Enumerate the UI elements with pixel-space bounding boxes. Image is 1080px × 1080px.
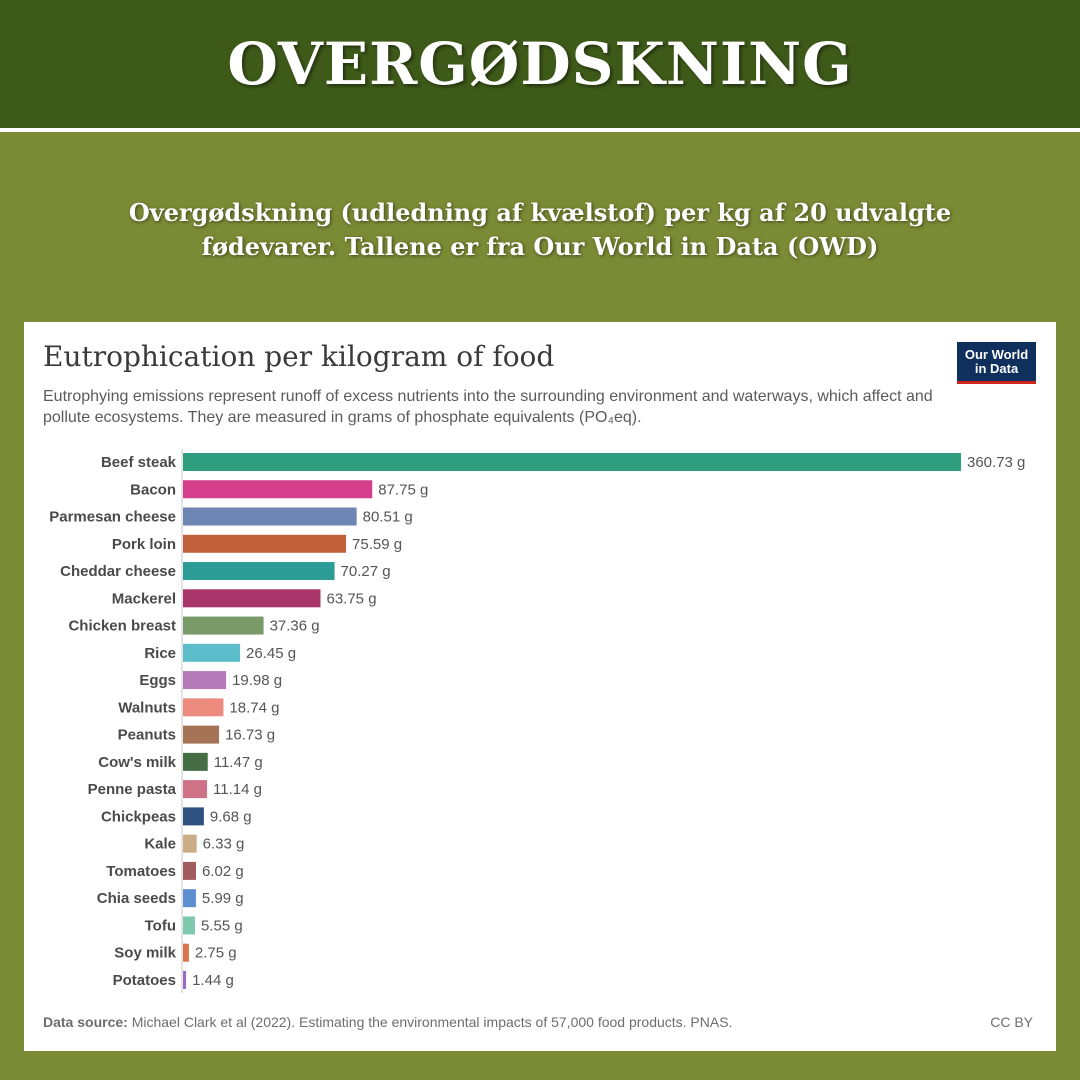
value-label: 26.45 g bbox=[246, 645, 296, 662]
bar[interactable] bbox=[183, 507, 357, 526]
category-label: Cow's milk bbox=[98, 754, 176, 771]
bar[interactable] bbox=[183, 453, 961, 471]
bar[interactable] bbox=[183, 834, 197, 853]
value-label: 75.59 g bbox=[352, 536, 402, 553]
category-label: Kale bbox=[144, 836, 176, 853]
category-label: Cheddar cheese bbox=[60, 563, 176, 580]
value-label: 87.75 g bbox=[378, 481, 428, 498]
bar[interactable] bbox=[183, 943, 189, 962]
category-label: Chia seeds bbox=[97, 890, 176, 907]
page-subtitle: Overgødskning (udledning af kvælstof) pe… bbox=[128, 198, 952, 261]
data-source-label: Data source: bbox=[43, 1014, 128, 1030]
chart-footer: Data source: Michael Clark et al (2022).… bbox=[43, 1014, 1033, 1030]
category-label: Beef steak bbox=[101, 454, 177, 471]
bar[interactable] bbox=[183, 480, 373, 499]
value-label: 11.14 g bbox=[213, 781, 262, 798]
value-label: 5.99 g bbox=[202, 890, 244, 907]
chart-card: Eutrophication per kilogram of food Eutr… bbox=[24, 322, 1056, 1051]
category-label: Tofu bbox=[145, 917, 176, 934]
bar[interactable] bbox=[183, 698, 224, 717]
value-label: 37.36 g bbox=[270, 618, 320, 635]
bar[interactable] bbox=[183, 725, 220, 744]
category-label: Walnuts bbox=[118, 699, 176, 716]
value-label: 360.73 g bbox=[967, 454, 1025, 471]
value-label: 2.75 g bbox=[195, 945, 237, 962]
category-label: Penne pasta bbox=[88, 781, 177, 798]
bar[interactable] bbox=[183, 861, 196, 880]
category-label: Potatoes bbox=[113, 972, 176, 989]
bar[interactable] bbox=[183, 780, 208, 799]
category-label: Bacon bbox=[130, 481, 176, 498]
page-title: OVERGØDSKNING bbox=[227, 30, 853, 98]
bar[interactable] bbox=[183, 807, 204, 826]
bar[interactable] bbox=[183, 916, 195, 935]
bar[interactable] bbox=[183, 671, 227, 690]
value-label: 70.27 g bbox=[341, 563, 391, 580]
bar[interactable] bbox=[183, 970, 187, 989]
value-label: 16.73 g bbox=[225, 727, 275, 744]
category-label: Tomatoes bbox=[106, 863, 176, 880]
chart-title: Eutrophication per kilogram of food bbox=[43, 340, 555, 373]
category-label: Soy milk bbox=[114, 945, 176, 962]
value-label: 6.02 g bbox=[202, 863, 244, 880]
category-label: Pork loin bbox=[112, 536, 176, 553]
bar[interactable] bbox=[183, 562, 335, 581]
value-label: 19.98 g bbox=[232, 672, 282, 689]
category-label: Mackerel bbox=[112, 590, 176, 607]
value-label: 80.51 g bbox=[363, 509, 413, 526]
value-label: 6.33 g bbox=[203, 836, 245, 853]
bar[interactable] bbox=[183, 889, 196, 908]
bar[interactable] bbox=[183, 589, 321, 608]
value-label: 1.44 g bbox=[192, 972, 234, 989]
owid-logo[interactable]: Our World in Data bbox=[957, 342, 1036, 384]
license-label[interactable]: CC BY bbox=[990, 1014, 1033, 1030]
value-label: 18.74 g bbox=[229, 699, 279, 716]
category-label: Chickpeas bbox=[101, 808, 176, 825]
bar[interactable] bbox=[183, 643, 241, 662]
owid-logo-line2: in Data bbox=[974, 361, 1019, 376]
header-band bbox=[0, 0, 1080, 128]
category-label: Chicken breast bbox=[68, 618, 176, 635]
category-label: Eggs bbox=[139, 672, 176, 689]
category-label: Parmesan cheese bbox=[49, 509, 176, 526]
bar[interactable] bbox=[183, 534, 347, 553]
bar[interactable] bbox=[183, 616, 264, 635]
data-source-text: Michael Clark et al (2022). Estimating t… bbox=[131, 1014, 733, 1030]
value-label: 63.75 g bbox=[326, 590, 376, 607]
bar[interactable] bbox=[183, 752, 208, 771]
category-label: Peanuts bbox=[118, 727, 176, 744]
owid-logo-line1: Our World bbox=[964, 347, 1029, 362]
value-label: 9.68 g bbox=[210, 808, 252, 825]
chart-description: Eutrophying emissions represent runoff o… bbox=[43, 388, 933, 426]
value-label: 5.55 g bbox=[201, 917, 243, 934]
header-divider bbox=[0, 128, 1080, 132]
category-label: Rice bbox=[144, 645, 176, 662]
bar-chart: Beef steak 360.73 g Bacon 87.75 g Parmesan c… bbox=[49, 449, 1025, 993]
value-label: 11.47 g bbox=[214, 754, 263, 771]
